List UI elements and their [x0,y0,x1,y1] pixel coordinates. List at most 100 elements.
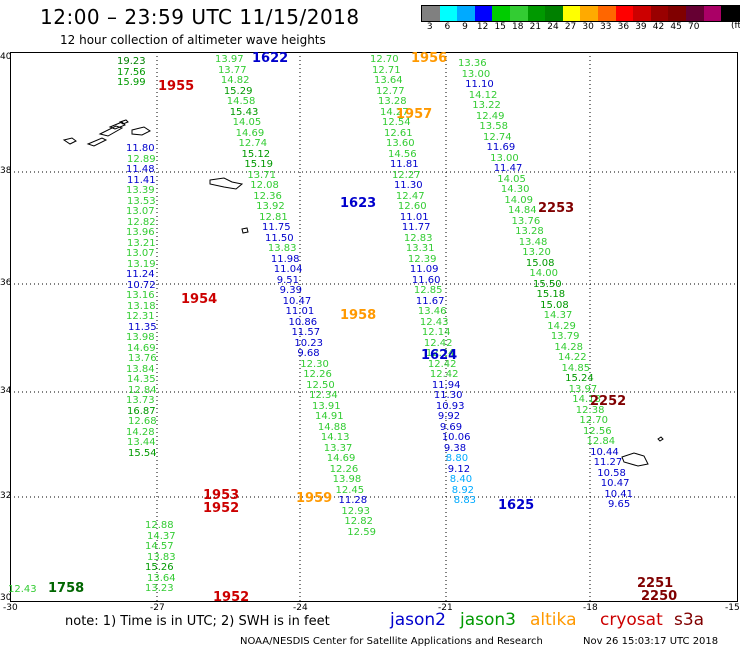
wave-height-value: 12.38 [575,404,605,416]
legend-swatch [527,6,546,21]
time-label-1955: 1955 [158,79,195,94]
lon-tick-m30: -30 [3,603,18,613]
footnote: note: 1) Time is in UTC; 2) SWH is in fe… [65,614,330,629]
wave-height-value: 11.30 [393,180,423,191]
wave-height-value: 13.07 [126,248,155,259]
wave-height-value: 14.29 [547,320,576,332]
wave-height-value: 15.12 [241,148,271,160]
wave-height-value: 10.47 [600,478,630,489]
wave-height-value: 13.00 [461,68,491,80]
legend-label: 15 [494,22,506,32]
legend-swatch [474,6,493,21]
legend-label: 9 [462,22,468,32]
wave-height-value: 12.50 [306,379,335,391]
wave-height-value: 13.98 [332,474,362,485]
wave-height-value: 13.19 [127,258,156,270]
wave-height-value: 11.94 [431,379,461,391]
time-label-1958: 1958 [340,308,377,323]
wave-height-value: 14.56 [387,148,417,160]
wave-height-value: 16.87 [127,405,156,417]
wave-height-value: 13.37 [323,442,353,454]
legend-swatch [439,6,458,21]
legend-swatch [545,6,563,21]
wave-height-value: 9.38 [443,442,467,454]
time-label-1952-b: 1952 [213,590,250,605]
time-label-2253: 2253 [538,201,575,216]
wave-height-value: 10.58 [597,467,626,479]
lon-tick-m15: -15 [725,603,740,613]
time-label-1953: 1953 [203,488,240,503]
time-label-1623: 1623 [340,196,377,211]
legend-label: 21 [529,22,542,32]
wave-height-value: 14.05 [232,117,262,128]
wave-height-value: 12.74 [482,131,512,143]
wave-height-value: 14.28 [126,426,155,438]
wave-height-value: 11.80 [126,143,155,154]
wave-height-value: 12.77 [375,85,405,97]
legend-altika: altika [530,610,577,630]
wave-height-value: 13.07 [126,206,155,217]
wave-height-value: 12.93 [341,505,371,517]
wave-height-value: 13.64 [147,572,176,584]
legend-label: 45 [670,22,682,32]
wave-height-value: 15.50 [532,278,562,290]
wave-height-value: 11.28 [338,495,368,506]
wave-height-value: 15.24 [565,373,594,384]
time-label-2252: 2252 [590,394,627,409]
wave-height-value: 14.69 [127,342,156,354]
wave-height-value: 14.30 [500,184,530,195]
wave-height-value: 14.28 [554,341,584,353]
time-label-1622: 1622 [252,51,289,66]
lon-tick-m21: -21 [438,603,453,613]
legend-label: 42 [652,22,665,32]
legend-swatch [650,6,669,21]
wave-height-value: 11.35 [128,321,157,333]
wave-height-value: 13.22 [472,100,501,111]
wave-height-value: 14.13 [320,432,350,443]
legend-label: 6 [444,22,451,32]
wave-height-value: 12.74 [238,138,268,149]
time-label-2250: 2250 [641,589,678,604]
wave-height-value: 11.30 [433,390,463,401]
wave-height-value: 12.81 [259,211,288,223]
wave-height-value: 14.91 [314,411,344,422]
legend-labels: 3 6 9 12 15 18 21 24 27 30 33 36 39 42 45 70 [421,22,740,32]
wave-height-value: 12.54 [381,117,411,128]
legend-label: 70 [687,22,700,32]
wave-height-value: 14.85 [561,362,591,374]
wave-height-value: 13.76 [511,215,541,227]
legend-label: 30 [582,22,594,32]
wave-height-value: 15.29 [223,85,253,97]
wave-height-value: 15.54 [128,447,157,459]
lat-tick-36: 36 [0,278,12,288]
legend-swatch [668,6,686,21]
legend-swatch [703,6,722,21]
wave-height-value: 13.83 [147,551,176,563]
wave-height-value: 14.82 [220,75,250,86]
wave-height-value: 12.47 [395,190,425,202]
wave-height-value: 8.40 [449,474,473,485]
wave-height-value: 11.67 [415,295,445,307]
wave-height-value: 11.98 [270,253,300,265]
wave-height-value: 11.60 [411,274,441,286]
wave-height-value: 10.47 [282,295,312,307]
wave-height-value: 8.83 [453,495,477,506]
wave-height-value: 11.69 [486,142,516,153]
wave-height-value: 12.88 [145,520,174,531]
wave-height-value: 13.76 [128,353,157,364]
wave-height-value: 10.86 [288,316,318,328]
map-plot [10,52,738,602]
wave-height-value: 13.73 [126,395,155,406]
legend-swatch [492,6,510,21]
wave-height-value: 15.99 [117,77,146,88]
wave-height-value: 13.91 [312,400,341,412]
wave-height-value: 11.10 [465,79,494,90]
wave-height-value: 14.09 [504,194,534,206]
wave-height-value: 13.84 [126,363,155,375]
wave-height-value: 13.23 [145,583,174,594]
legend-label: 36 [617,22,630,32]
lat-tick-32: 32 [0,491,12,501]
time-label-1625: 1625 [498,498,535,513]
legend-swatch [685,6,704,21]
